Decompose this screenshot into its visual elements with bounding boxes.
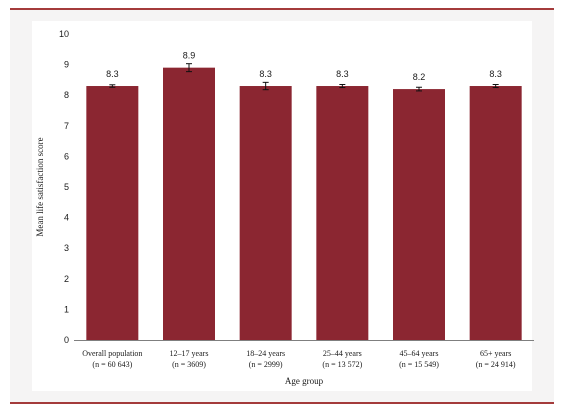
error-bars [109, 63, 499, 92]
y-tick-label: 6 [64, 151, 69, 161]
category-label: 25–44 years [323, 349, 362, 358]
category-sample-size: (n = 3609) [172, 360, 206, 369]
category-sample-size: (n = 13 572) [322, 360, 362, 369]
bar [163, 67, 215, 340]
error-bar [186, 63, 192, 73]
bar [239, 86, 292, 341]
value-label: 8.3 [259, 69, 272, 79]
value-labels: 8.3 8.9 8.3 8.3 8.2 8.3 [106, 51, 502, 82]
error-bar [492, 83, 499, 89]
value-label: 8.3 [489, 69, 502, 79]
category-labels: Overall population (n = 60 643) 12–17 year… [82, 349, 516, 369]
error-bar [416, 86, 422, 92]
category-sample-size: (n = 2999) [249, 360, 283, 369]
x-axis-title: Age group [285, 376, 324, 386]
value-label: 8.9 [183, 51, 196, 61]
error-bar [339, 83, 346, 89]
y-tick-label: 2 [64, 274, 69, 284]
y-tick-label: 10 [59, 29, 69, 39]
y-tick-label: 8 [64, 90, 69, 100]
bar [393, 89, 445, 340]
category-label: Overall population [82, 349, 142, 358]
y-axis-title: Mean life satisfaction score [35, 137, 45, 236]
error-bar [262, 81, 269, 91]
category-sample-size: (n = 60 643) [92, 360, 132, 369]
y-tick-label: 4 [64, 213, 69, 223]
category-sample-size: (n = 24 914) [476, 360, 516, 369]
y-tick-label: 0 [64, 335, 69, 345]
top-rule [10, 8, 554, 10]
category-label: 12–17 years [170, 349, 209, 358]
category-label: 65+ years [480, 349, 511, 358]
bar [469, 86, 522, 341]
category-sample-size: (n = 15 549) [399, 360, 439, 369]
y-tick-label: 3 [64, 243, 69, 253]
bar [86, 86, 139, 341]
error-bar [109, 84, 116, 88]
y-tick-label: 7 [64, 121, 69, 131]
y-tick-label: 9 [64, 60, 69, 70]
bars [86, 67, 522, 341]
category-label: 18–24 years [246, 349, 285, 358]
value-label: 8.3 [336, 69, 349, 79]
bottom-rule [10, 402, 554, 404]
y-tick-label: 5 [64, 182, 69, 192]
y-tick-label: 1 [64, 304, 69, 314]
y-axis-ticks: 0 1 2 3 4 5 6 7 8 9 10 [59, 29, 69, 345]
bar [316, 86, 369, 341]
category-label: 45–64 years [400, 349, 439, 358]
value-label: 8.2 [413, 72, 426, 82]
value-label: 8.3 [106, 69, 119, 79]
